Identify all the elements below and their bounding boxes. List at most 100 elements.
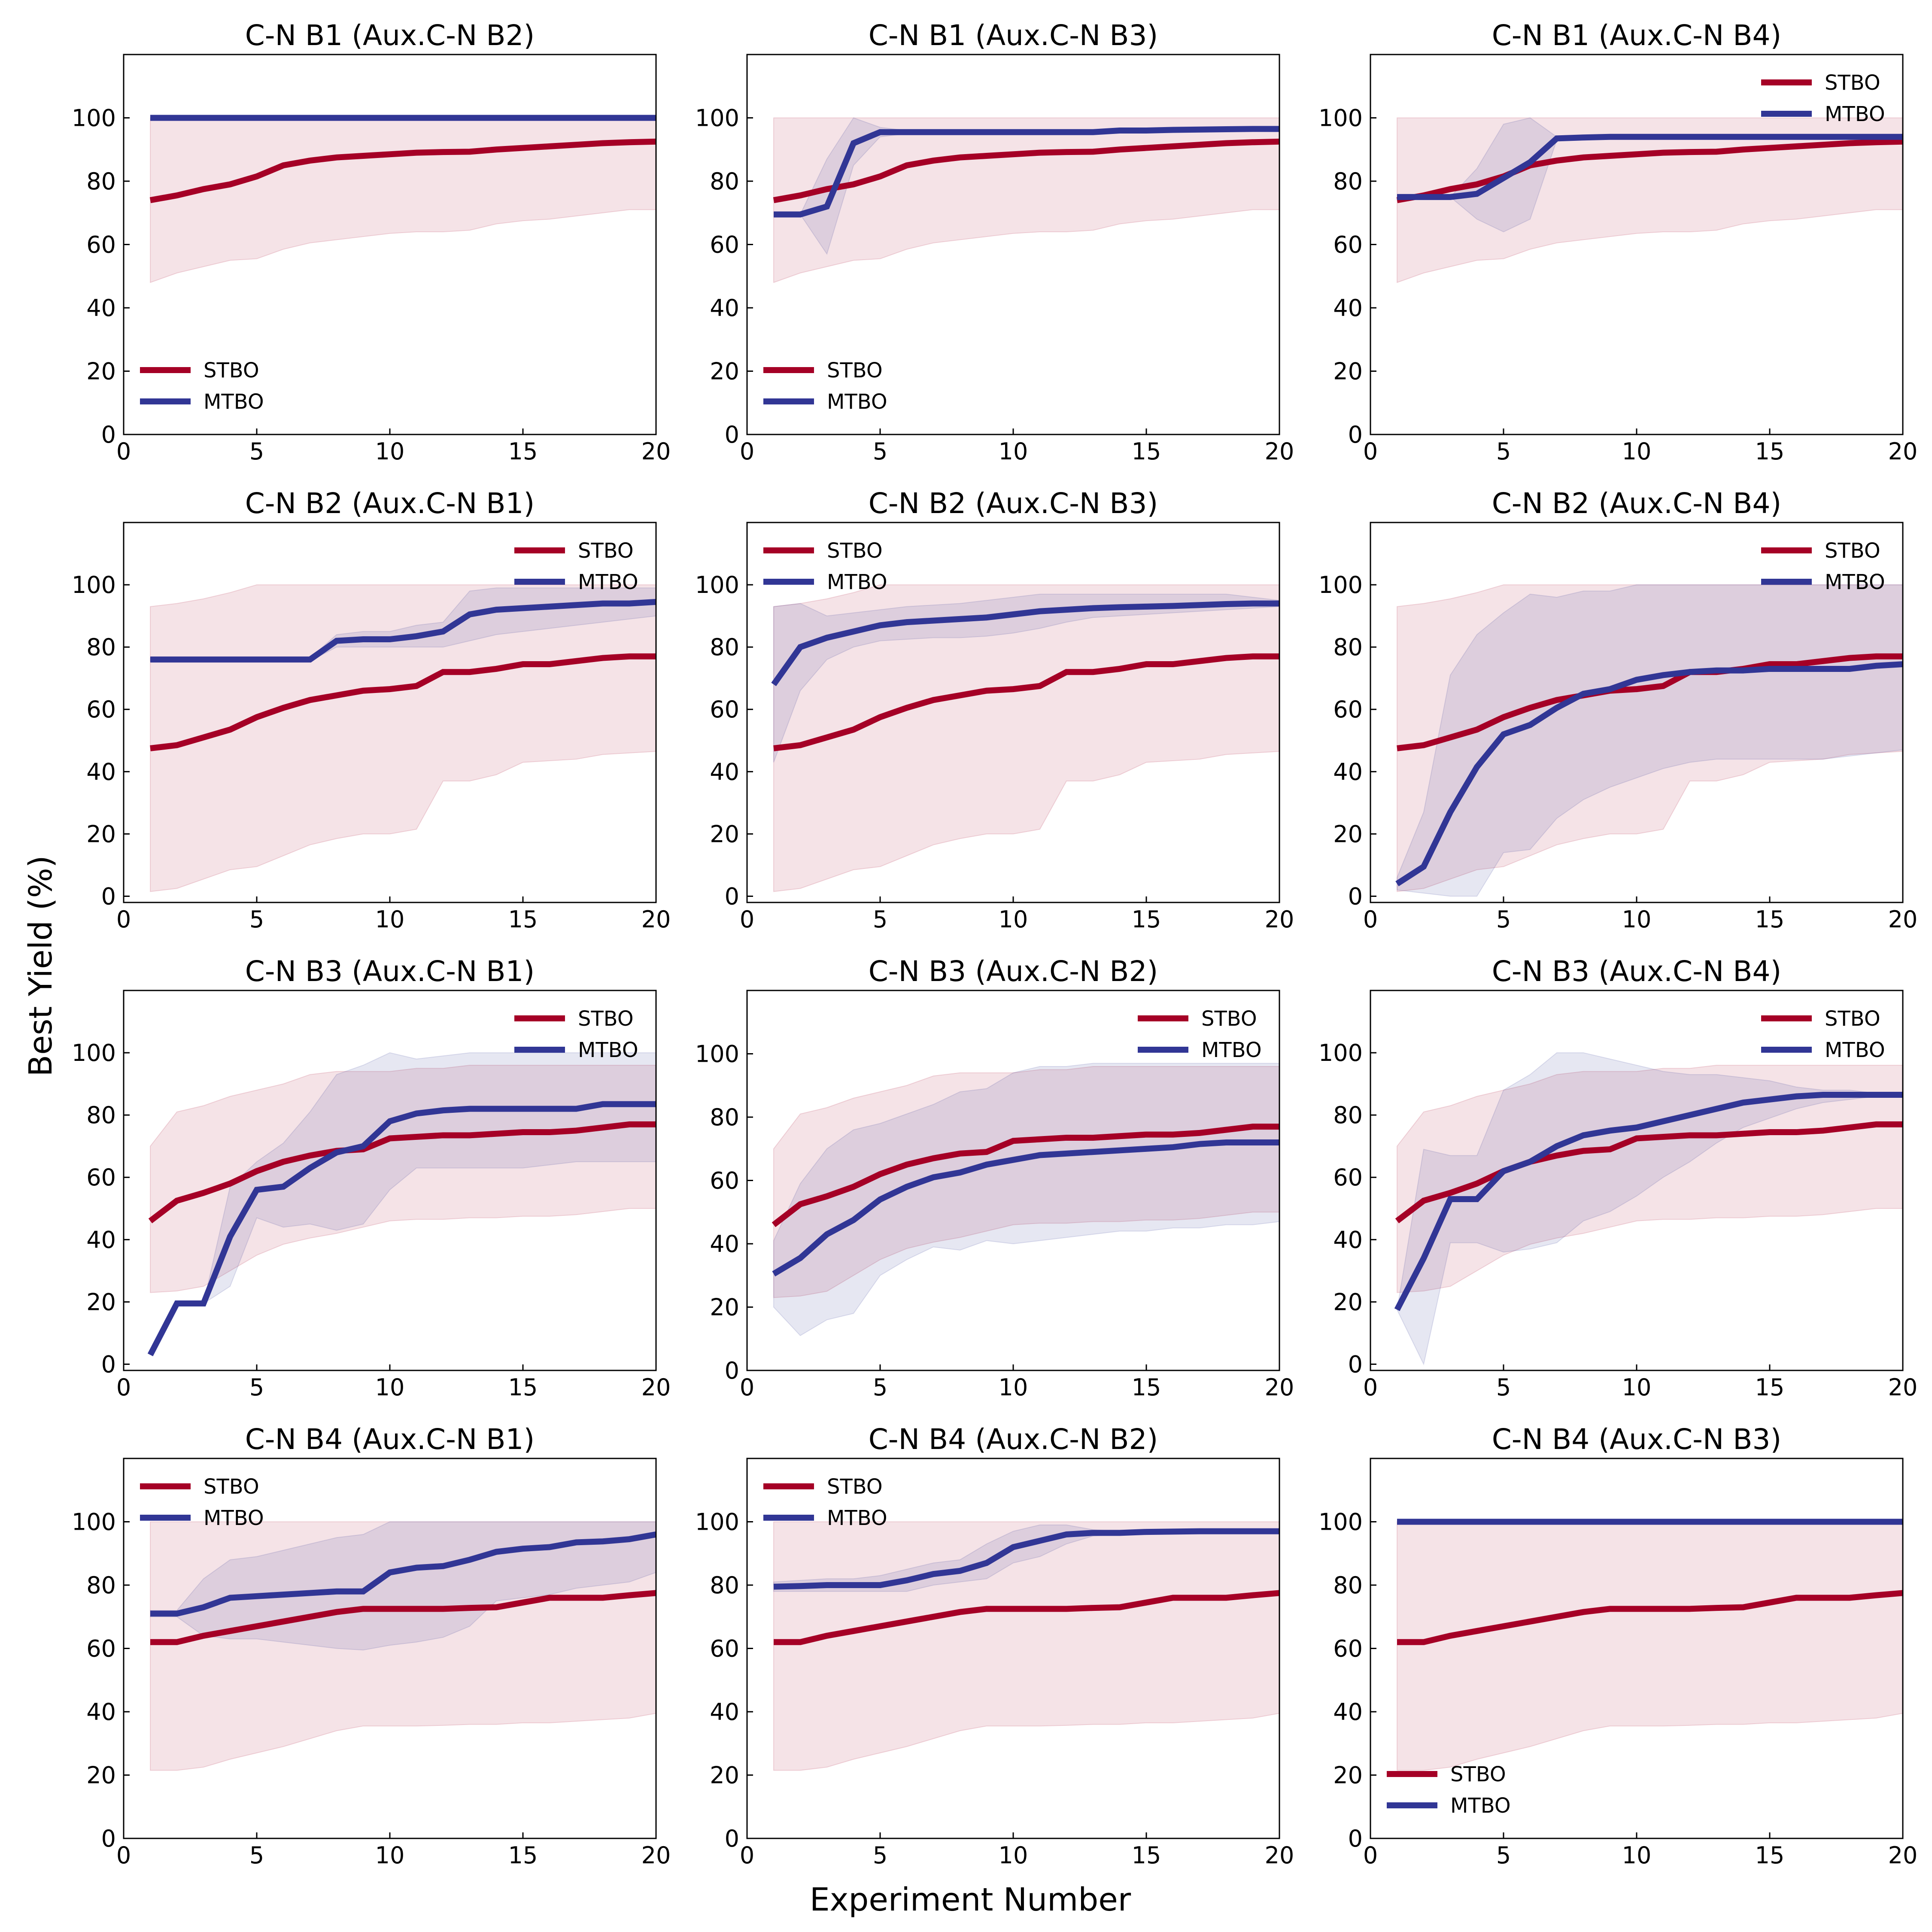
mtbo-line <box>772 1139 1279 1277</box>
stbo-legend-label: STBO <box>1825 71 1880 95</box>
y-tick-label: 80 <box>86 1572 116 1599</box>
x-tick-label: 0 <box>1363 906 1378 933</box>
stbo-line <box>1396 138 1903 204</box>
x-tick-label: 5 <box>249 438 264 465</box>
stbo-legend-label: STBO <box>1825 539 1880 563</box>
x-tick-label: 15 <box>1755 1374 1785 1401</box>
stbo-legend-label: STBO <box>1201 1007 1257 1031</box>
plot-area <box>747 522 1279 902</box>
y-tick-label: 40 <box>1333 1698 1363 1725</box>
x-tick-label: 15 <box>508 438 538 465</box>
y-tick-label: 60 <box>710 1167 739 1194</box>
stbo-legend-label: STBO <box>204 358 259 383</box>
y-tick-label: 80 <box>710 634 739 661</box>
x-tick-label: 5 <box>1496 1374 1511 1401</box>
x-tick-label: 10 <box>999 438 1028 465</box>
stbo-legend-label: STBO <box>827 539 883 563</box>
y-tick-label: 60 <box>710 231 739 258</box>
y-tick-label: 40 <box>86 295 116 322</box>
x-tick-label: 0 <box>1363 1374 1378 1401</box>
x-tick-label: 10 <box>375 438 405 465</box>
legend: STBO MTBO <box>763 1475 887 1530</box>
mtbo-line <box>1394 1092 1903 1311</box>
legend: STBO MTBO <box>514 1007 638 1062</box>
x-tick-label: 5 <box>873 906 887 933</box>
panel-1: 0 5 10 15 20 0 20 40 60 80 100 C-N B1 (Aux.C-N B2) S… <box>72 19 671 465</box>
legend: STBO MTBO <box>763 358 887 414</box>
stbo-legend-label: STBO <box>578 1007 634 1031</box>
x-tick-label: 0 <box>740 906 754 933</box>
x-tick-label: 20 <box>641 1374 671 1401</box>
x-tick-label: 5 <box>1496 906 1511 933</box>
y-tick-label: 40 <box>710 1230 739 1258</box>
panel-title: C-N B4 (Aux.C-N B2) <box>869 1423 1158 1456</box>
x-tick-label: 10 <box>999 1842 1028 1869</box>
y-tick-label: 20 <box>710 1762 739 1789</box>
y-tick-label: 20 <box>86 358 116 385</box>
y-tick-label: 0 <box>101 421 116 448</box>
mtbo-line <box>147 1101 656 1356</box>
y-tick-label: 100 <box>72 1509 116 1536</box>
stbo-line <box>772 1124 1279 1227</box>
mtbo-line <box>150 598 656 663</box>
panel-title: C-N B3 (Aux.C-N B1) <box>245 955 535 988</box>
panel-title: C-N B4 (Aux.C-N B1) <box>245 1423 535 1456</box>
panel-7: 0 5 10 15 20 0 20 40 60 80 100 C-N B3 (Aux.C-N B1) S… <box>72 955 671 1401</box>
y-tick-label: 20 <box>86 1762 116 1789</box>
y-tick-label: 0 <box>101 883 116 910</box>
y-tick-label: 20 <box>1333 820 1363 848</box>
panel-title: C-N B2 (Aux.C-N B3) <box>869 487 1158 520</box>
plot-area <box>124 522 656 902</box>
mtbo-legend-label: MTBO <box>578 1038 638 1062</box>
x-tick-label: 20 <box>1888 906 1918 933</box>
y-tick-label: 60 <box>1333 696 1363 723</box>
legend: STBO MTBO <box>1761 539 1885 594</box>
y-tick-label: 60 <box>86 1635 116 1662</box>
panel-3: 0 5 10 15 20 0 20 40 60 80 100 C-N B1 (Aux.C-N B4) S… <box>1318 19 1917 465</box>
x-tick-label: 15 <box>1132 906 1161 933</box>
mtbo-legend-label: MTBO <box>204 390 264 414</box>
stbo-line <box>1397 1590 1903 1645</box>
y-tick-label: 20 <box>1333 1288 1363 1315</box>
y-tick-label: 80 <box>1333 1102 1363 1129</box>
mtbo-legend-label: MTBO <box>1825 102 1885 126</box>
panel-9: 0 5 10 15 20 0 20 40 60 80 100 C-N B3 (Aux.C-N B4) S… <box>1318 955 1917 1401</box>
y-tick-label: 80 <box>1333 168 1363 195</box>
panel-title: C-N B2 (Aux.C-N B1) <box>245 487 535 520</box>
stbo-line <box>1395 1121 1903 1224</box>
y-tick-label: 60 <box>1333 1635 1363 1662</box>
y-tick-label: 0 <box>1348 421 1363 448</box>
y-tick-label: 60 <box>86 1164 116 1191</box>
x-tick-label: 20 <box>1888 438 1918 465</box>
y-tick-label: 40 <box>1333 758 1363 785</box>
x-tick-label: 10 <box>1622 1842 1652 1869</box>
x-tick-label: 10 <box>1622 438 1652 465</box>
y-tick-label: 20 <box>710 358 739 385</box>
x-tick-label: 10 <box>999 906 1028 933</box>
y-tick-label: 100 <box>72 1039 116 1066</box>
panel-10: 0 5 10 15 20 0 20 40 60 80 100 C-N B4 (Aux.C-N B1) S… <box>72 1423 671 1869</box>
legend: STBO MTBO <box>763 539 887 594</box>
y-tick-label: 40 <box>1333 1226 1363 1253</box>
legend: STBO MTBO <box>1138 1007 1262 1062</box>
mtbo-legend-label: MTBO <box>578 570 638 594</box>
x-tick-label: 0 <box>116 1842 131 1869</box>
y-tick-label: 0 <box>725 1825 739 1852</box>
stbo-line <box>773 138 1280 204</box>
mtbo-line <box>1395 661 1903 887</box>
y-tick-label: 0 <box>1348 883 1363 910</box>
y-tick-label: 0 <box>725 883 739 910</box>
y-tick-label: 60 <box>1333 1164 1363 1191</box>
mtbo-legend-label: MTBO <box>827 1506 887 1530</box>
x-tick-label: 5 <box>249 1842 264 1869</box>
stbo-line <box>773 653 1279 751</box>
stbo-legend-label: STBO <box>827 358 883 383</box>
y-tick-label: 20 <box>710 820 739 848</box>
stbo-line <box>148 1121 656 1224</box>
stbo-line <box>149 138 656 204</box>
x-tick-label: 20 <box>1888 1374 1918 1401</box>
x-tick-label: 15 <box>1755 1842 1785 1869</box>
x-tick-label: 0 <box>740 1842 754 1869</box>
